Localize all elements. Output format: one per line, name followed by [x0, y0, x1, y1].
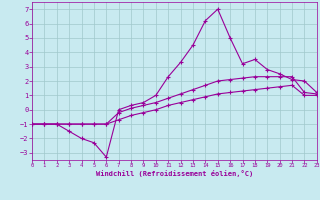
- X-axis label: Windchill (Refroidissement éolien,°C): Windchill (Refroidissement éolien,°C): [96, 170, 253, 177]
